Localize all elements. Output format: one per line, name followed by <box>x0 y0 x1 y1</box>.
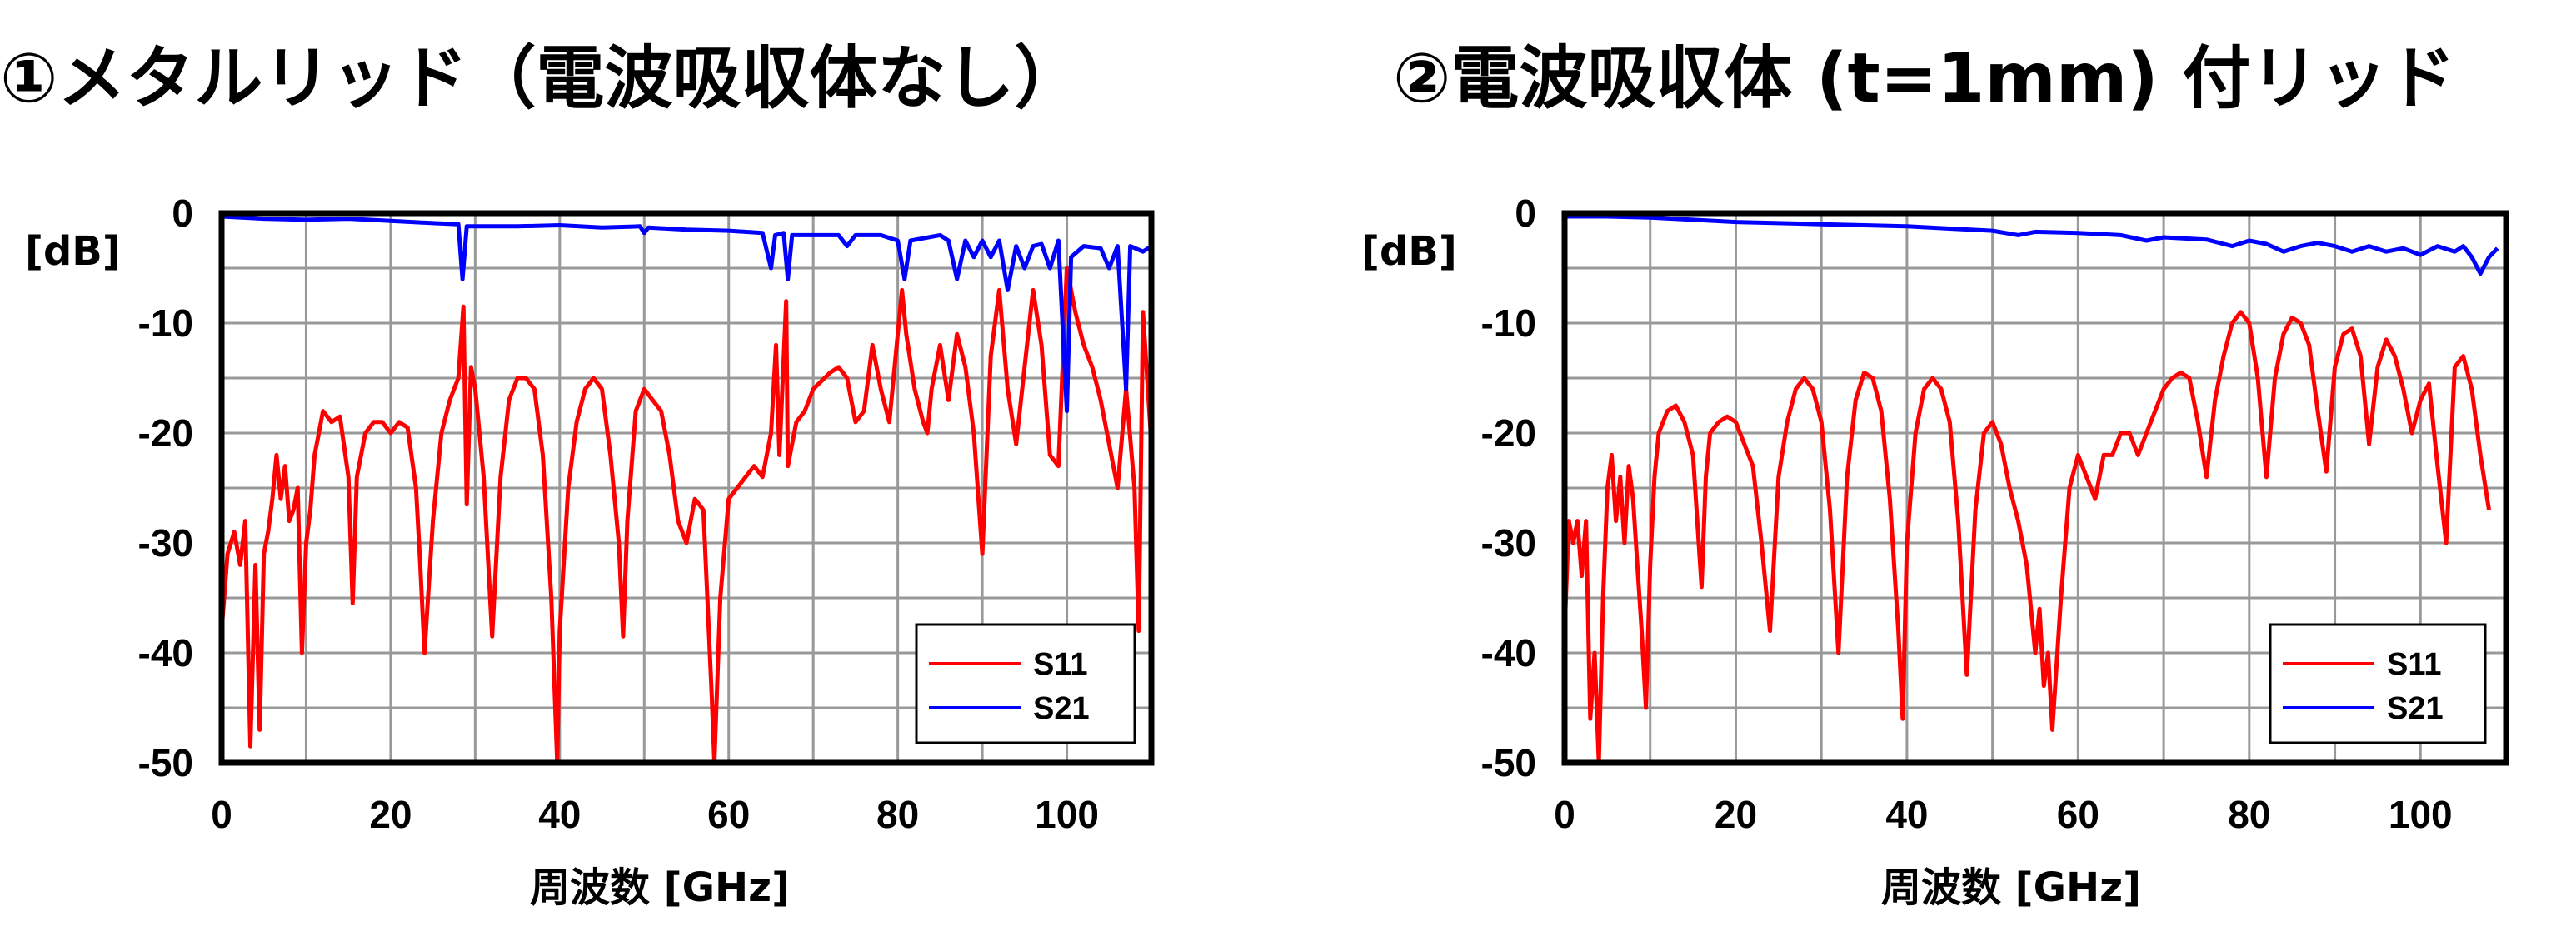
y-axis-label: [dB] <box>1361 228 1457 275</box>
x-tick-label: 40 <box>1885 793 1928 836</box>
series-line-s11 <box>1565 310 2491 763</box>
legend-box <box>2269 623 2487 744</box>
chart-absorber-lid: ②電波吸収体 (t=1mm) 付リッド [dB] 周波数 [GHz] 0 -10 -… <box>1361 39 2509 911</box>
legend: S11 S21 <box>915 623 1136 744</box>
series-line-s21 <box>1565 214 2499 276</box>
legend-label-s21: S21 <box>1033 691 1090 726</box>
series-line-s11 <box>222 266 1151 763</box>
x-tick-label: 80 <box>2228 793 2270 836</box>
y-tick-label: -20 <box>138 411 193 455</box>
y-tick-label: -10 <box>1481 301 1536 345</box>
chart-metal-lid: ①メタルリッド（電波吸収体なし） [dB] 周波数 [GHz] 0 -10 -20 -… <box>0 39 1155 911</box>
y-tick-label: 0 <box>172 192 193 235</box>
x-tick-label: 0 <box>1554 793 1575 836</box>
plot-frame <box>1561 210 2509 766</box>
legend-label-s11: S11 <box>2387 647 2442 682</box>
y-tick-label: -20 <box>1481 411 1536 455</box>
chart-title: ①メタルリッド（電波吸収体なし） <box>0 39 1082 118</box>
y-tick-label: 0 <box>1515 192 1536 235</box>
x-tick-label: 60 <box>2057 793 2099 836</box>
x-tick-label: 20 <box>369 793 412 836</box>
plot-frame <box>218 210 1155 766</box>
legend-label-s11: S11 <box>1033 647 1088 682</box>
x-tick-label: 0 <box>211 793 232 836</box>
y-axis-label: [dB] <box>25 228 121 275</box>
y-tick-label: -40 <box>138 631 193 675</box>
legend-box <box>915 623 1136 744</box>
y-tick-label: -30 <box>1481 521 1536 565</box>
y-tick-label: -10 <box>138 301 193 345</box>
series-line-s21 <box>222 214 1151 414</box>
x-tick-label: 40 <box>538 793 581 836</box>
x-axis-label: 周波数 [GHz] <box>1881 864 2141 911</box>
y-tick-label: -30 <box>138 521 193 565</box>
x-tick-label: 20 <box>1715 793 1757 836</box>
legend-label-s21: S21 <box>2387 691 2444 726</box>
x-axis-label: 周波数 [GHz] <box>530 864 790 911</box>
y-tick-label: -50 <box>138 741 193 784</box>
legend: S11 S21 <box>2269 623 2487 744</box>
x-tick-label: 60 <box>707 793 750 836</box>
x-tick-label: 100 <box>1035 793 1099 836</box>
y-tick-label: -50 <box>1481 741 1536 784</box>
x-tick-label: 100 <box>2389 793 2453 836</box>
y-tick-label: -40 <box>1481 631 1536 675</box>
chart-title: ②電波吸収体 (t=1mm) 付リッド <box>1393 39 2455 118</box>
x-tick-label: 80 <box>876 793 919 836</box>
